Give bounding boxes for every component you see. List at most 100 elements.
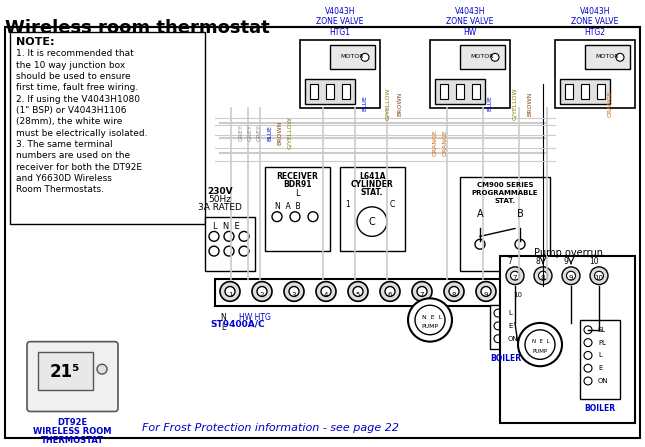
- Circle shape: [224, 246, 234, 256]
- Bar: [430, 40, 510, 109]
- Text: 10: 10: [595, 274, 604, 281]
- Text: L: L: [295, 189, 299, 198]
- Circle shape: [584, 339, 592, 346]
- Text: 2: 2: [260, 292, 264, 299]
- Circle shape: [481, 287, 491, 296]
- Text: PUMP: PUMP: [532, 349, 548, 354]
- Bar: [215, 278, 545, 306]
- Circle shape: [584, 377, 592, 385]
- Bar: [500, 256, 635, 423]
- Text: BLUE: BLUE: [268, 125, 272, 141]
- Bar: [585, 45, 630, 69]
- Text: N  A  B: N A B: [275, 202, 301, 211]
- Text: G/YELLOW: G/YELLOW: [386, 87, 390, 120]
- Circle shape: [385, 287, 395, 296]
- Bar: [597, 84, 605, 99]
- Circle shape: [562, 267, 580, 285]
- Text: C: C: [390, 200, 395, 209]
- Text: BLUE: BLUE: [362, 96, 368, 111]
- Text: and Y6630D Wireless: and Y6630D Wireless: [16, 174, 112, 183]
- Circle shape: [508, 282, 528, 301]
- Text: ORANGE: ORANGE: [442, 130, 448, 156]
- Text: Room Thermostats.: Room Thermostats.: [16, 185, 104, 194]
- Text: MOTOR: MOTOR: [470, 54, 494, 59]
- Text: V4043H
ZONE VALVE
HTG2: V4043H ZONE VALVE HTG2: [571, 7, 619, 37]
- Circle shape: [584, 351, 592, 359]
- Text: BROWN: BROWN: [528, 91, 533, 116]
- Text: BOILER: BOILER: [490, 354, 522, 363]
- Text: V4043H
ZONE VALVE
HTG1: V4043H ZONE VALVE HTG1: [316, 7, 364, 37]
- Text: Pump overrun: Pump overrun: [533, 248, 602, 258]
- Circle shape: [380, 282, 400, 301]
- Text: A: A: [477, 209, 483, 219]
- Circle shape: [515, 239, 525, 249]
- Text: E: E: [598, 365, 602, 371]
- Text: PROGRAMMABLE: PROGRAMMABLE: [471, 190, 538, 196]
- Circle shape: [252, 282, 272, 301]
- Circle shape: [97, 364, 107, 374]
- Text: E: E: [508, 323, 512, 329]
- Bar: [456, 84, 464, 99]
- Circle shape: [566, 271, 575, 280]
- Text: L  N  E: L N E: [213, 222, 240, 231]
- FancyBboxPatch shape: [27, 342, 118, 412]
- Circle shape: [590, 267, 608, 285]
- Circle shape: [525, 330, 555, 359]
- Text: L: L: [598, 352, 602, 358]
- Text: GREY: GREY: [248, 125, 252, 142]
- Bar: [460, 45, 505, 69]
- Text: STAT.: STAT.: [495, 198, 515, 204]
- Text: CYLINDER: CYLINDER: [351, 180, 393, 189]
- Bar: [300, 40, 380, 109]
- Text: ON: ON: [508, 336, 519, 342]
- Bar: [565, 84, 573, 99]
- Circle shape: [412, 282, 432, 301]
- Circle shape: [584, 364, 592, 372]
- Bar: [555, 40, 635, 109]
- Circle shape: [539, 271, 548, 280]
- Circle shape: [494, 335, 502, 342]
- Circle shape: [321, 287, 331, 296]
- Text: 1. It is recommended that: 1. It is recommended that: [16, 50, 134, 59]
- Text: L641A: L641A: [359, 173, 385, 181]
- Text: 5: 5: [356, 292, 360, 299]
- Bar: [205, 217, 255, 271]
- Text: (28mm), the white wire: (28mm), the white wire: [16, 117, 123, 127]
- Text: NOTE:: NOTE:: [16, 37, 54, 46]
- Text: V4043H
ZONE VALVE
HW: V4043H ZONE VALVE HW: [446, 7, 493, 37]
- Text: B: B: [517, 209, 523, 219]
- Circle shape: [239, 232, 249, 241]
- Text: STAT.: STAT.: [361, 188, 383, 197]
- Circle shape: [513, 287, 523, 296]
- Circle shape: [272, 212, 282, 222]
- Bar: [38, 352, 93, 390]
- Text: Wireless room thermostat: Wireless room thermostat: [5, 19, 270, 37]
- Text: 50Hz: 50Hz: [208, 195, 232, 204]
- Bar: [342, 84, 350, 99]
- Circle shape: [616, 53, 624, 61]
- Text: 1: 1: [228, 292, 232, 299]
- Circle shape: [408, 298, 452, 342]
- Bar: [326, 84, 334, 99]
- Bar: [440, 84, 448, 99]
- Bar: [560, 79, 610, 104]
- Text: WIRELESS ROOM: WIRELESS ROOM: [33, 427, 111, 436]
- Text: 9: 9: [484, 292, 488, 299]
- Circle shape: [494, 309, 502, 317]
- Circle shape: [209, 246, 219, 256]
- Bar: [340, 168, 405, 251]
- Circle shape: [584, 326, 592, 334]
- Text: 8: 8: [535, 257, 541, 266]
- Circle shape: [353, 287, 363, 296]
- Text: 9: 9: [564, 257, 568, 266]
- Text: G/YELLOW: G/YELLOW: [513, 87, 517, 120]
- Bar: [580, 320, 620, 399]
- Circle shape: [239, 246, 249, 256]
- Bar: [581, 84, 589, 99]
- Text: C: C: [369, 217, 375, 227]
- Circle shape: [449, 287, 459, 296]
- Circle shape: [308, 212, 318, 222]
- Text: N  E  L: N E L: [422, 315, 442, 320]
- Text: 3: 3: [292, 292, 296, 299]
- Text: DT92E: DT92E: [57, 418, 87, 427]
